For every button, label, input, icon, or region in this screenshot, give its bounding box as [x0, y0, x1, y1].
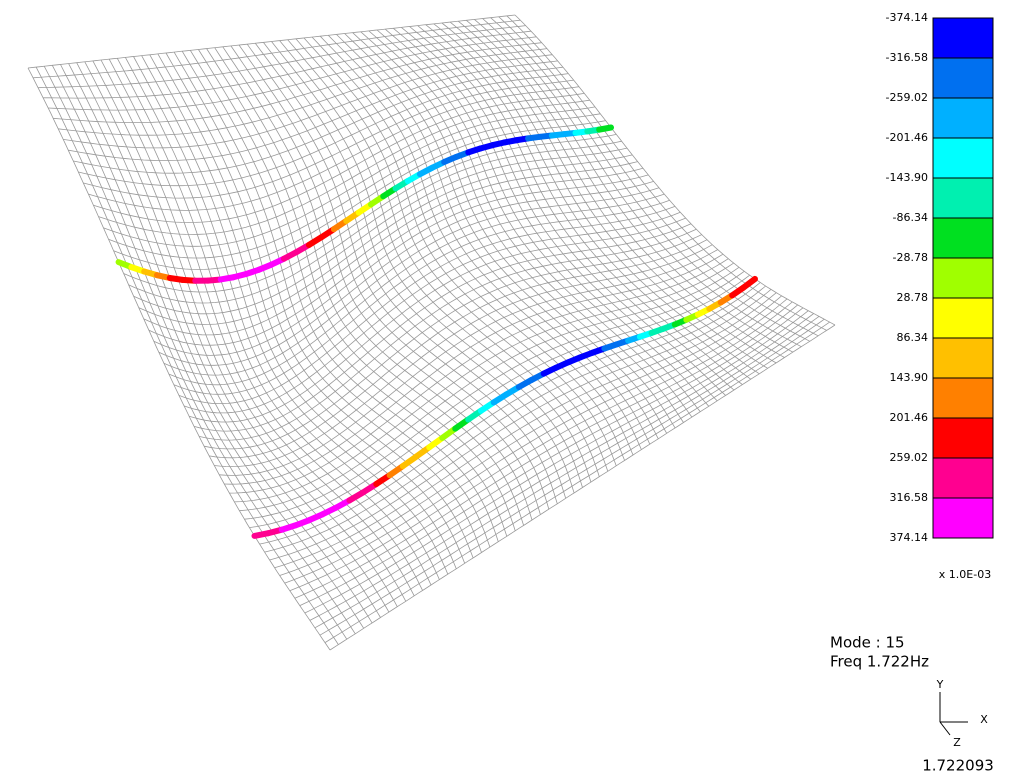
legend-swatch — [932, 17, 994, 59]
mesh-line — [498, 16, 819, 337]
z-axis — [939, 721, 951, 736]
mesh-line — [324, 321, 830, 643]
legend-swatch — [932, 257, 994, 299]
legend-label: -316.58 — [886, 51, 928, 64]
legend-swatch — [932, 217, 994, 259]
legend-label: -374.14 — [886, 11, 928, 24]
legend-swatch — [932, 137, 994, 179]
legend-label: 143.90 — [890, 371, 929, 384]
legend-label: 28.78 — [897, 291, 929, 304]
mesh-line — [229, 258, 729, 494]
legend-swatch — [932, 57, 994, 99]
mesh-line — [490, 17, 810, 342]
mesh-line — [244, 270, 745, 520]
mesh-line — [158, 181, 654, 366]
z-axis-label: Z — [953, 736, 961, 749]
legend-label: -259.02 — [886, 91, 928, 104]
mesh-line — [344, 33, 659, 439]
mesh-line — [92, 60, 398, 607]
legend-swatch — [932, 417, 994, 459]
mesh-line — [449, 21, 768, 369]
mesh-line — [279, 295, 782, 576]
legend-swatch — [932, 377, 994, 419]
mesh-line — [27, 67, 331, 651]
mesh-line — [76, 62, 381, 618]
mesh-line — [88, 86, 580, 211]
wireframe-mesh — [27, 14, 836, 651]
legend-label: 316.58 — [890, 491, 929, 504]
mesh-line — [206, 48, 516, 531]
mesh-line — [138, 154, 633, 325]
legend-label: -143.90 — [886, 171, 928, 184]
y-axis-label: Y — [936, 678, 944, 691]
legend-scale: x 1.0E-03 — [939, 568, 991, 581]
mesh-line — [43, 66, 348, 640]
legend-label: 86.34 — [897, 331, 929, 344]
legend-label: -201.46 — [886, 131, 928, 144]
mesh-line — [198, 49, 508, 537]
footer-value: 1.722093 — [922, 757, 994, 775]
legend-label: 201.46 — [890, 411, 929, 424]
legend-swatch — [932, 297, 994, 339]
mesh-line — [441, 22, 760, 375]
color-legend: -374.14 -316.58 -259.02 -201.46 -143.90 -86.3… — [886, 11, 994, 544]
mesh-line — [246, 43, 558, 504]
mesh-line — [514, 14, 836, 326]
mesh-line — [157, 53, 466, 564]
mesh-line — [304, 310, 809, 614]
mesh-line — [116, 58, 423, 591]
mesh-line — [234, 262, 734, 503]
legend-label: -28.78 — [893, 251, 928, 264]
legend-label: 374.14 — [890, 531, 929, 544]
mesh-line — [299, 307, 804, 606]
freq-label: Freq 1.722Hz — [830, 653, 929, 671]
legend-swatch — [932, 97, 994, 139]
mesh-line — [474, 19, 794, 353]
mesh-line — [73, 66, 564, 174]
mode-label: Mode : 15 — [830, 634, 905, 652]
mesh-line — [279, 40, 592, 483]
mesh-line — [466, 19, 785, 358]
legend-label: -86.34 — [893, 211, 928, 224]
mesh-line — [506, 15, 827, 331]
mesh-line — [284, 298, 788, 584]
mesh-line — [143, 161, 638, 336]
legend-swatch — [932, 337, 994, 379]
mesh-line — [254, 43, 567, 499]
mesh-line — [35, 66, 339, 645]
stress-bands — [115, 124, 758, 539]
stress-band-segment — [596, 124, 614, 133]
mesh-line — [289, 301, 793, 592]
mesh-line — [417, 25, 735, 391]
x-axis-label: X — [980, 713, 988, 726]
legend-swatch — [932, 497, 994, 539]
mesh-line — [53, 42, 542, 123]
mesh-line — [482, 18, 802, 348]
legend-swatch — [932, 457, 994, 499]
mesh-line — [319, 318, 825, 636]
stress-band-segment — [740, 275, 758, 291]
mesh-line — [294, 304, 798, 599]
legend-label: 259.02 — [890, 451, 929, 464]
mesh-line — [309, 313, 814, 621]
mesh-line — [384, 28, 701, 412]
mesh-line — [314, 316, 820, 629]
legend-swatch — [932, 177, 994, 219]
mesh-line — [457, 20, 777, 364]
axis-triad — [939, 692, 968, 736]
mesh-line — [329, 324, 836, 651]
